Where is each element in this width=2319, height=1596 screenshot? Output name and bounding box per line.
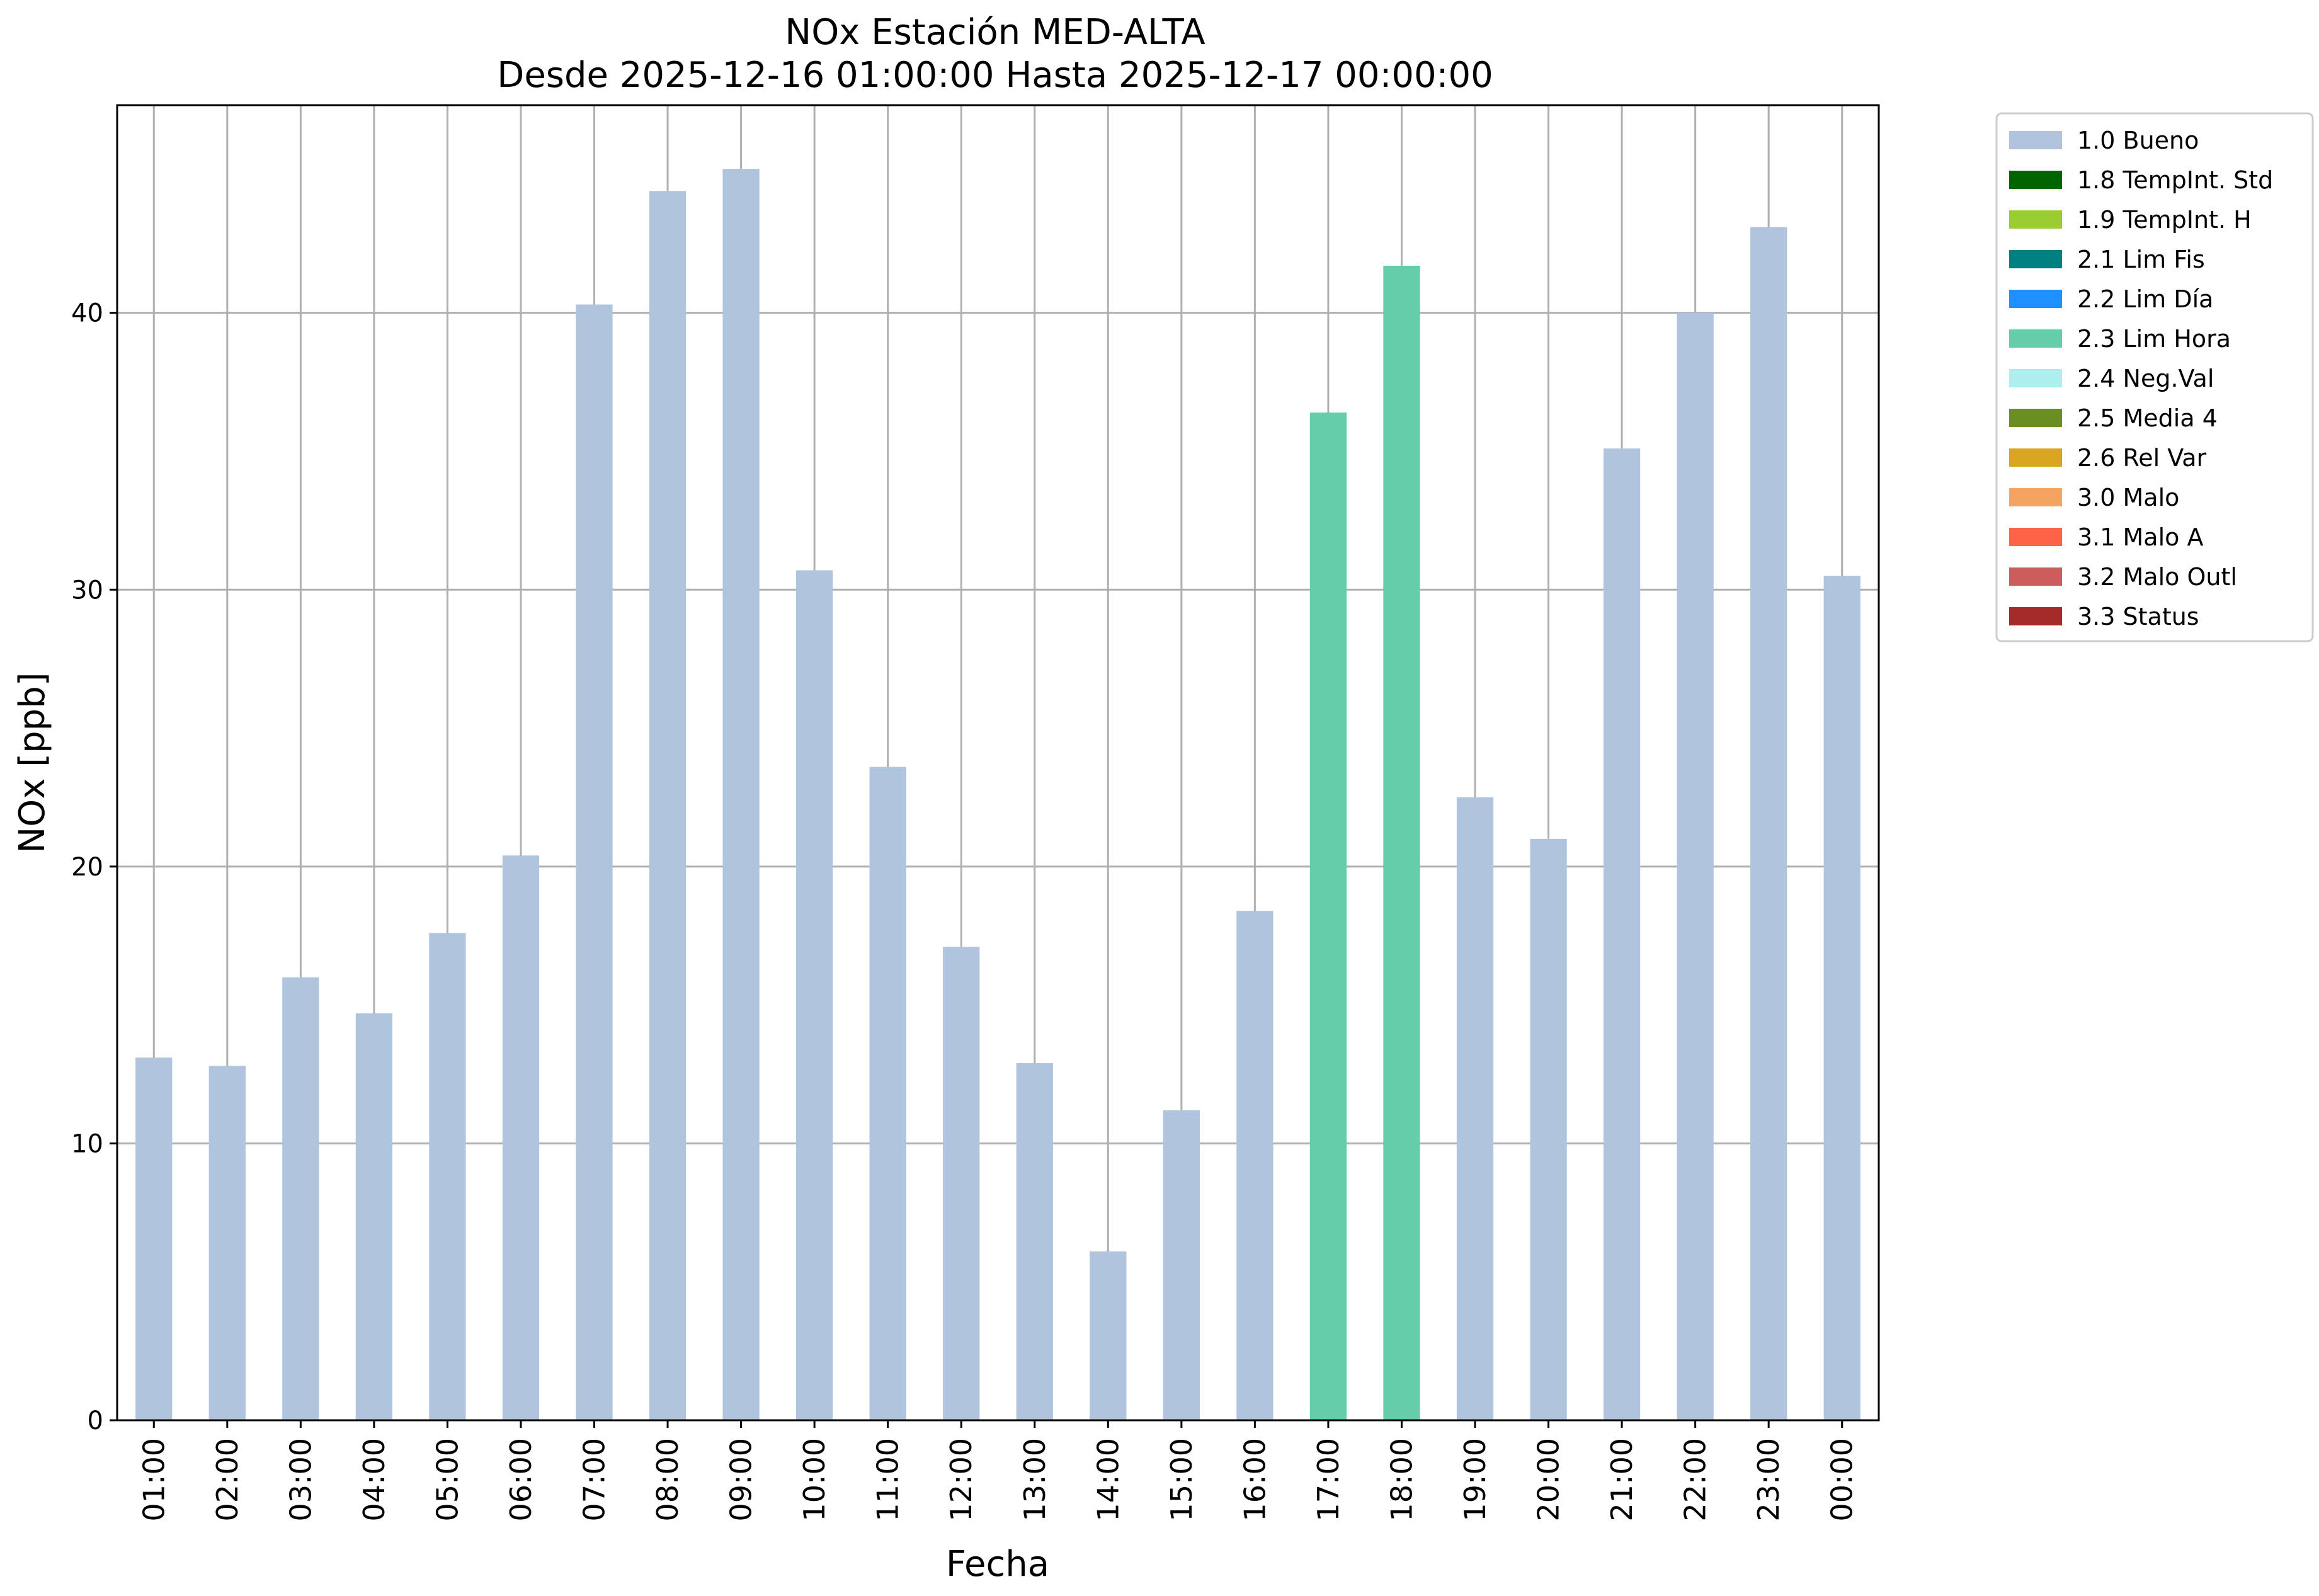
legend-item-label: 3.0 Malo (2077, 484, 2179, 511)
y-axis-ticks: 0 10 20 30 40 (71, 299, 117, 1435)
bar (282, 977, 319, 1420)
y-tick-label: 30 (71, 576, 103, 605)
x-tick-label: 19:00 (1458, 1438, 1492, 1522)
bar (869, 767, 906, 1420)
legend-item-label: 1.0 Bueno (2077, 127, 2199, 154)
x-tick-label: 20:00 (1532, 1438, 1566, 1522)
bar (1823, 576, 1860, 1421)
x-tick-label: 22:00 (1678, 1438, 1712, 1522)
bar (1309, 412, 1347, 1420)
legend-item-label: 2.5 Media 4 (2077, 404, 2218, 432)
legend-item-label: 2.4 Neg.Val (2077, 365, 2214, 392)
x-tick-label: 02:00 (210, 1438, 244, 1522)
x-tick-label: 00:00 (1825, 1438, 1859, 1522)
y-tick-label: 10 (71, 1129, 103, 1158)
x-axis-label: Fecha (946, 1544, 1049, 1585)
x-tick-label: 12:00 (944, 1438, 978, 1522)
bar (208, 1066, 246, 1420)
x-tick-label: 07:00 (578, 1438, 612, 1522)
bar (355, 1013, 393, 1420)
legend-swatch (2009, 488, 2062, 506)
legend-swatch (2009, 210, 2062, 229)
bar (796, 570, 833, 1420)
x-tick-label: 05:00 (430, 1438, 464, 1522)
bar (1677, 312, 1714, 1420)
bar (1603, 448, 1641, 1420)
x-tick-label: 06:00 (504, 1438, 538, 1522)
legend-swatch (2009, 369, 2062, 387)
x-tick-label: 10:00 (797, 1438, 831, 1522)
legend-item-label: 3.1 Malo A (2077, 523, 2203, 551)
y-tick-label: 40 (71, 299, 103, 328)
plot-frame (116, 104, 1880, 1422)
bar (576, 304, 613, 1421)
x-tick-label: 09:00 (724, 1438, 758, 1522)
legend-swatch (2009, 409, 2062, 427)
legend-swatch (2009, 607, 2062, 625)
x-tick-label: 08:00 (651, 1438, 685, 1522)
legend-item-label: 1.9 TempInt. H (2077, 206, 2252, 234)
legend-swatch (2009, 567, 2062, 586)
x-tick-label: 04:00 (357, 1438, 391, 1522)
chart-title: NOx Estación MED-ALTA (785, 12, 1205, 53)
legend-item-label: 2.2 Lim Día (2077, 285, 2213, 313)
x-tick-label: 01:00 (137, 1438, 171, 1522)
legend-item-label: 3.2 Malo Outl (2077, 563, 2237, 591)
x-tick-label: 13:00 (1018, 1438, 1052, 1522)
bar (649, 191, 687, 1420)
bar (1750, 227, 1787, 1420)
x-tick-label: 17:00 (1311, 1438, 1345, 1522)
x-tick-label: 16:00 (1238, 1438, 1272, 1522)
y-tick-label: 20 (71, 853, 103, 882)
x-tick-label: 18:00 (1384, 1438, 1418, 1522)
legend-swatch (2009, 528, 2062, 546)
legend-swatch (2009, 131, 2062, 149)
x-axis-ticks: 01:00 02:00 03:00 04:00 05:00 06:00 07:00 08:00… (137, 1420, 1859, 1522)
bar (1163, 1110, 1200, 1420)
chart-subtitle: Desde 2025-12-16 01:00:00 Hasta 2025-12-… (497, 55, 1493, 96)
bar (502, 855, 540, 1420)
legend-frame (1995, 112, 2314, 642)
bar (1090, 1251, 1127, 1420)
bar (1383, 265, 1420, 1420)
x-tick-label: 11:00 (871, 1438, 905, 1522)
legend-item-label: 2.1 Lim Fis (2077, 246, 2205, 273)
bar (1456, 797, 1494, 1420)
legend-swatch (2009, 448, 2062, 467)
x-tick-label: 03:00 (283, 1438, 317, 1522)
x-tick-label: 23:00 (1752, 1438, 1786, 1522)
bar (135, 1057, 173, 1420)
legend-swatch (2009, 250, 2062, 268)
bar (1236, 911, 1273, 1420)
bar (943, 947, 980, 1420)
x-tick-label: 14:00 (1091, 1438, 1125, 1522)
legend-item-label: 2.3 Lim Hora (2077, 325, 2231, 353)
legend-swatch (2009, 290, 2062, 308)
x-tick-label: 21:00 (1605, 1438, 1639, 1522)
bar (722, 169, 760, 1420)
legend-item-label: 1.8 TempInt. Std (2077, 166, 2273, 194)
legend: 1.0 Bueno 1.8 TempInt. Std 1.9 TempInt. H 2… (1995, 112, 2314, 642)
bar (429, 933, 466, 1420)
legend-swatch (2009, 171, 2062, 189)
legend-swatch (2009, 329, 2062, 348)
y-axis-label: NOx [ppb] (12, 672, 53, 853)
bar (1530, 838, 1567, 1420)
x-tick-label: 15:00 (1165, 1438, 1199, 1522)
bars-layer (135, 169, 1860, 1421)
y-tick-label: 0 (88, 1406, 103, 1435)
bar (1016, 1063, 1053, 1420)
legend-item-label: 3.3 Status (2077, 603, 2199, 630)
legend-item-label: 2.6 Rel Var (2077, 444, 2207, 472)
